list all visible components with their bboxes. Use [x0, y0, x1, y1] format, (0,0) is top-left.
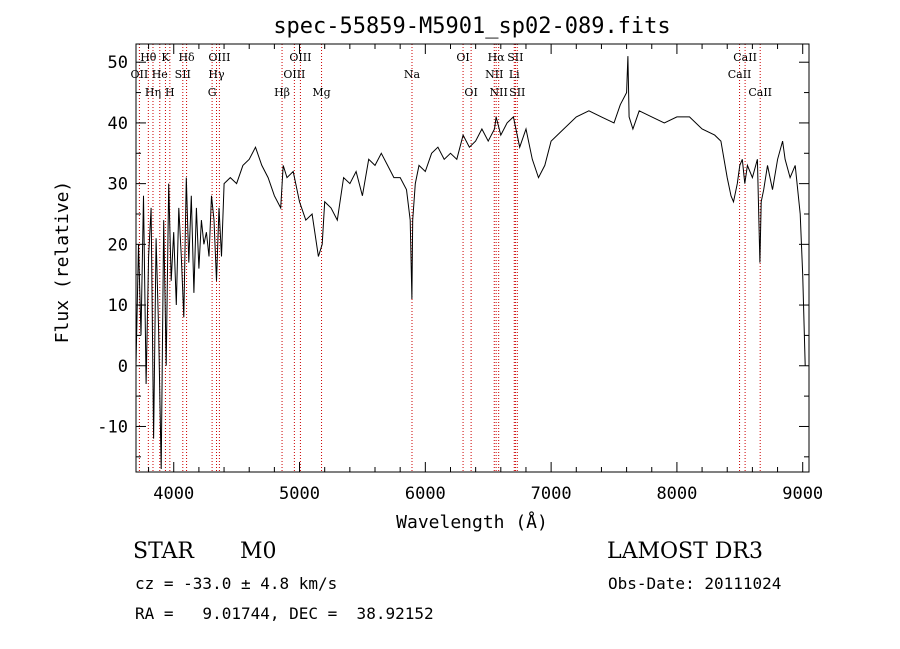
observation-date: Obs-Date: 20111024 — [608, 574, 782, 593]
spectral-line-labels: OIIHθHηHeKHSIIHδGHγOIIIHβOIIIOIIIMgNaOIO… — [131, 51, 772, 99]
object-class: STAR — [133, 539, 194, 564]
y-tick-label: 20 — [108, 235, 128, 255]
line-label: Li — [509, 68, 520, 81]
line-label: Mg — [312, 86, 330, 99]
line-label: Hδ — [178, 51, 195, 64]
y-tick-label: 10 — [108, 296, 128, 316]
y-tick-label: 50 — [108, 53, 128, 73]
line-label: OI — [464, 86, 477, 99]
line-label: OII — [131, 68, 149, 81]
line-label: Hη — [145, 86, 161, 99]
spectrum-line — [135, 56, 806, 470]
line-label: OI — [456, 51, 469, 64]
line-label: Hβ — [274, 86, 290, 99]
line-label: SII — [509, 86, 525, 99]
x-tick-label: 7000 — [531, 484, 572, 504]
object-subclass: M0 — [240, 539, 277, 564]
chart-title: spec-55859-M5901_sp02-089.fits — [273, 14, 670, 39]
line-label: H — [165, 86, 175, 99]
y-tick-label: 30 — [108, 175, 128, 195]
x-tick-label: 9000 — [782, 484, 823, 504]
x-axis-label: Wavelength (Å) — [396, 511, 548, 533]
plot-frame — [135, 43, 810, 473]
line-label: NII — [490, 86, 508, 99]
line-label: G — [208, 86, 217, 99]
y-tick-label: 0 — [118, 357, 128, 377]
line-label: OIII — [208, 51, 230, 64]
x-tick-label: 4000 — [153, 484, 194, 504]
x-tick-label: 6000 — [405, 484, 446, 504]
line-label: SII — [507, 51, 523, 64]
line-label: Hθ — [140, 51, 157, 64]
y-tick-label: -10 — [97, 417, 128, 437]
survey-name: LAMOST DR3 — [607, 539, 763, 564]
line-label: CaII — [728, 68, 752, 81]
line-label: SII — [175, 68, 191, 81]
line-label: OIII — [289, 51, 311, 64]
line-label: Hα — [488, 51, 506, 64]
line-label: NII — [485, 68, 503, 81]
line-label: Na — [404, 68, 421, 81]
line-label: CaII — [733, 51, 757, 64]
line-label: He — [152, 68, 168, 81]
line-label: Hγ — [208, 68, 225, 81]
line-label: K — [161, 51, 170, 64]
x-tick-label: 8000 — [656, 484, 697, 504]
coordinates: RA = 9.01744, DEC = 38.92152 — [135, 604, 434, 623]
line-label: OIII — [283, 68, 305, 81]
line-label: CaII — [748, 86, 772, 99]
x-axis: 4000 5000 6000 7000 8000 9000 — [148, 44, 823, 504]
y-axis-label: Flux (relative) — [52, 181, 73, 344]
x-tick-label: 5000 — [279, 484, 320, 504]
spectral-line-markers — [138, 44, 761, 472]
y-axis: -10 0 10 20 30 40 50 — [97, 53, 809, 458]
y-tick-label: 40 — [108, 114, 128, 134]
redshift-cz: cz = -33.0 ± 4.8 km/s — [135, 574, 338, 593]
